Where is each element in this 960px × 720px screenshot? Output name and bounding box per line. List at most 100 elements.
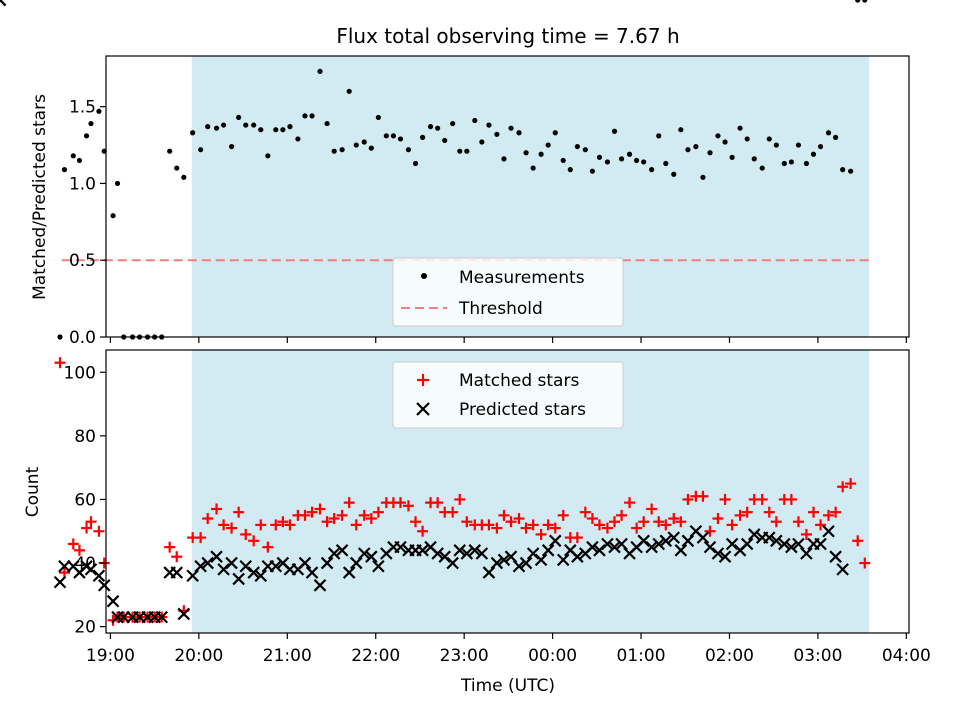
measurement-point — [324, 120, 330, 127]
measurement-point — [420, 134, 426, 140]
predicted-star-point — [460, 547, 474, 560]
predicted-marker-b — [571, 550, 584, 563]
measurement-point — [110, 213, 116, 219]
matched-star-point — [432, 497, 444, 509]
matched-star-point — [402, 500, 414, 512]
matched-star-point — [270, 519, 282, 531]
matched-star-point — [792, 516, 804, 528]
measurement-point — [766, 136, 772, 142]
measurement-point — [759, 165, 765, 171]
predicted-star-point — [394, 540, 407, 554]
measurement-point — [258, 127, 264, 133]
predicted-marker-b — [822, 524, 835, 538]
measurement-point — [810, 151, 817, 157]
matched-star-point — [461, 516, 473, 528]
measurement-point — [450, 120, 456, 127]
bottom-legend-box — [392, 361, 624, 429]
measurement-point — [486, 122, 492, 128]
matched-star-point — [852, 535, 864, 547]
x-axis-label: Time (UTC) — [460, 676, 555, 696]
predicted-star-point — [541, 544, 555, 557]
matched-star-point — [262, 541, 274, 553]
measurement-point — [435, 125, 441, 131]
predicted-marker-b — [276, 556, 290, 570]
matched-star-point — [535, 528, 547, 540]
predicted-star-point — [53, 575, 67, 589]
legend-matched-marker — [417, 374, 429, 386]
measurement-point — [221, 122, 227, 128]
matched-star-point — [616, 509, 628, 521]
predicted-marker-b — [490, 556, 504, 570]
predicted-marker-b — [762, 531, 776, 544]
measurement-point — [641, 159, 647, 165]
measurement-point — [236, 114, 242, 121]
predicted-star-point — [836, 563, 849, 576]
predicted-star-point — [247, 566, 260, 579]
measurement-point — [383, 133, 389, 139]
top-y-tick-label: 0.5 — [69, 251, 96, 271]
predicted-star-point — [814, 537, 827, 551]
x-tick-label: 22:00 — [351, 646, 400, 666]
predicted-star-point — [778, 537, 791, 551]
measurement-point — [729, 154, 735, 160]
predicted-star-point — [762, 531, 776, 544]
predicted-marker-b — [155, 610, 168, 624]
predicted-marker-b — [424, 540, 437, 554]
predicted-marker-b — [711, 547, 725, 560]
predicted-marker-b — [836, 563, 849, 576]
predicted-marker-b — [497, 553, 511, 567]
measurement-point — [825, 130, 832, 136]
measurement-point — [685, 147, 691, 153]
measurement-point — [722, 139, 728, 145]
predicted-star-point — [177, 607, 191, 621]
predicted-star-point — [718, 550, 732, 563]
matched-star-point — [417, 525, 429, 537]
predicted-marker-b — [210, 550, 223, 563]
measurement-point — [862, 0, 868, 3]
matched-star-point — [365, 513, 377, 525]
bottom-legend: Matched stars Predicted stars — [392, 361, 624, 429]
measurement-point — [280, 127, 286, 133]
predicted-star-point — [792, 537, 805, 551]
predicted-star-point — [320, 556, 334, 570]
measurement-point — [848, 168, 854, 174]
measurement-point — [96, 108, 102, 114]
predicted-star-point — [210, 550, 223, 563]
predicted-star-point — [637, 534, 650, 548]
matched-star-point — [454, 493, 466, 505]
predicted-star-point — [586, 540, 599, 554]
predicted-marker-b — [696, 531, 710, 544]
top-y-tick-label: 1.5 — [69, 98, 96, 118]
predicted-star-point — [313, 579, 327, 592]
predicted-marker-b — [453, 544, 467, 557]
matched-star-point — [314, 503, 326, 515]
matched-star-point — [513, 513, 525, 525]
predicted-star-point — [194, 559, 207, 573]
predicted-marker-b — [97, 579, 111, 592]
x-tick-label: 23:00 — [440, 646, 489, 666]
predicted-marker-b — [475, 547, 489, 560]
measurement-point — [205, 124, 211, 130]
matched-star-point — [549, 522, 561, 534]
bottom-y-tick-label: 100 — [64, 363, 96, 383]
measurement-point — [649, 167, 655, 173]
matched-star-point — [734, 509, 746, 521]
matched-star-point — [697, 490, 709, 502]
measurement-point — [663, 160, 669, 167]
measurement-point — [243, 122, 249, 128]
matched-star-point — [609, 516, 621, 528]
measurement-point — [287, 124, 293, 130]
predicted-star-point — [512, 559, 526, 573]
predicted-star-point — [659, 534, 673, 548]
matched-star-point — [218, 519, 230, 531]
predicted-marker-b — [659, 534, 673, 548]
measurement-point — [190, 130, 196, 136]
predicted-star-point — [615, 537, 628, 551]
matched-star-point — [719, 493, 731, 505]
measurement-point — [353, 142, 359, 148]
predicted-star-point — [0, 0, 7, 7]
top-y-axis-label: Matched/Predicted stars — [30, 94, 50, 300]
predicted-star-point — [519, 556, 533, 570]
measurement-point — [582, 147, 588, 153]
measurement-point — [213, 125, 220, 131]
